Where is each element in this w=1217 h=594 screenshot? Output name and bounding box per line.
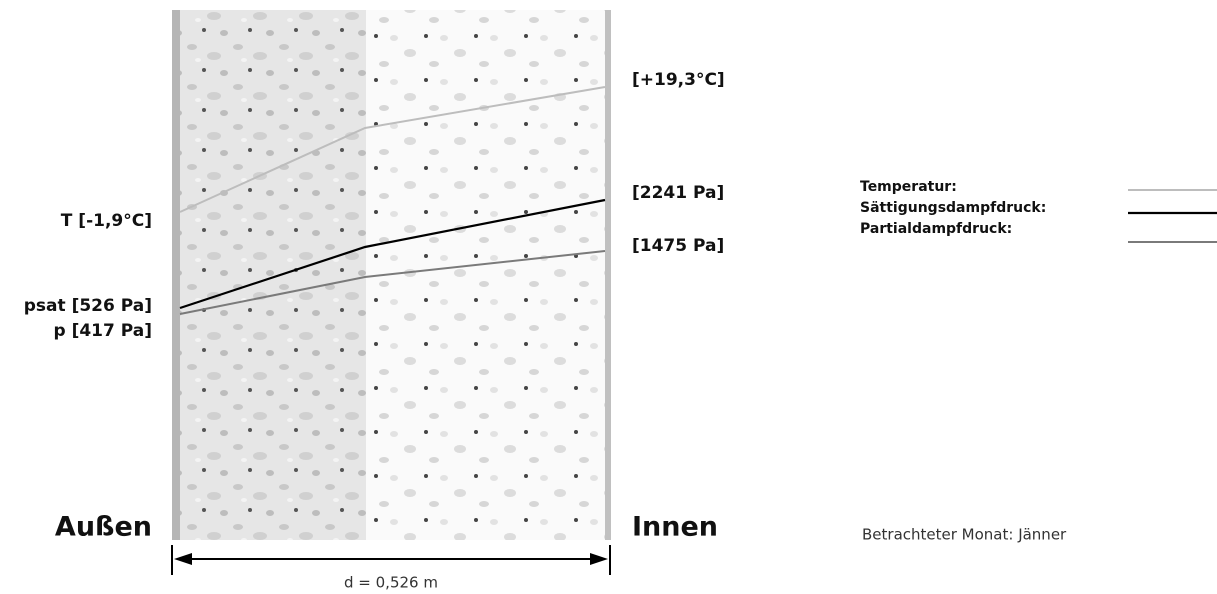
thickness-label: d = 0,526 m xyxy=(344,574,438,592)
inside-value: [+19,3°C] xyxy=(632,70,725,90)
inside-value: [2241 Pa] xyxy=(632,183,724,203)
outside-value: psat [526 Pa] xyxy=(24,296,152,316)
plaster-outside xyxy=(172,10,180,540)
outside-value: T [-1,9°C] xyxy=(61,211,152,231)
legend-label: Sättigungsdampfdruck: xyxy=(860,200,1046,216)
inside-label: Innen xyxy=(632,512,718,543)
layer-inner xyxy=(366,10,606,540)
inside-value: [1475 Pa] xyxy=(632,236,724,256)
plaster-inside xyxy=(605,10,611,540)
outside-value: p [417 Pa] xyxy=(53,321,152,341)
layer-outer xyxy=(180,10,366,540)
outside-label: Außen xyxy=(55,512,152,543)
legend-label: Temperatur: xyxy=(860,179,957,195)
legend-label: Partialdampfdruck: xyxy=(860,221,1012,237)
dimension xyxy=(172,545,610,575)
month-note: Betrachteter Monat: Jänner xyxy=(862,526,1067,544)
page: T [-1,9°C] psat [526 Pa] p [417 Pa] [+19… xyxy=(0,0,1217,594)
